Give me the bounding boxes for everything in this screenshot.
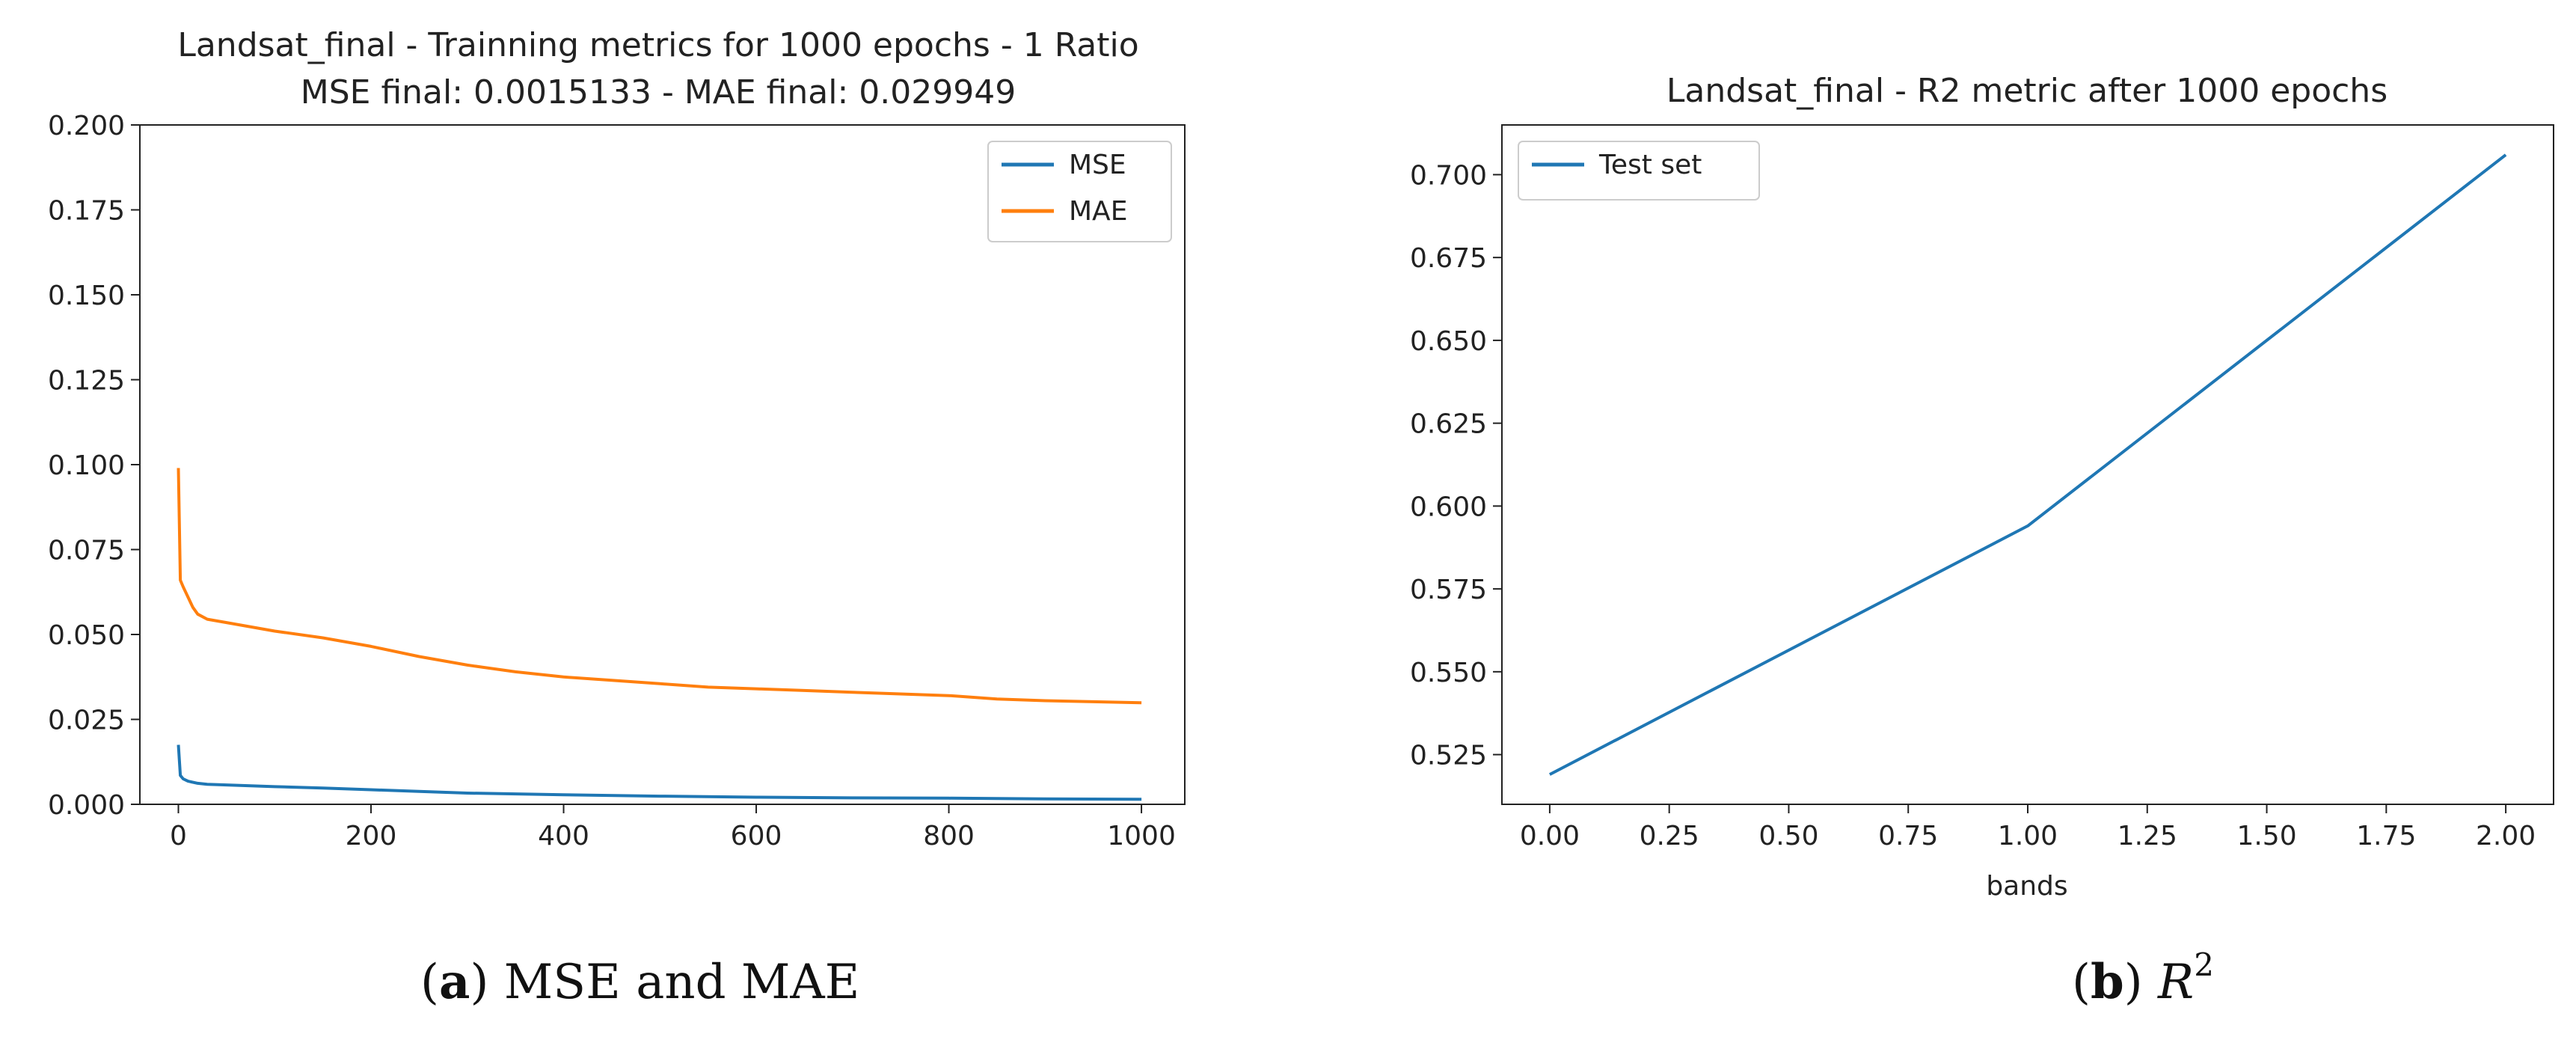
chart-b-frame xyxy=(1501,124,2554,805)
x-tick-label: 2.00 xyxy=(2476,821,2536,851)
y-tick-label: 0.625 xyxy=(1410,409,1487,440)
x-tick-label: 0.25 xyxy=(1640,821,1699,851)
caption-b-superscript: 2 xyxy=(2194,946,2214,983)
x-tick-label: 1.25 xyxy=(2117,821,2177,851)
y-tick-label: 0.525 xyxy=(1410,741,1487,771)
y-tick-label: 0.175 xyxy=(48,196,125,227)
chart-a-title: Landsat_final - Trainning metrics for 10… xyxy=(177,26,1138,64)
chart-a-training-metrics: Landsat_final - Trainning metrics for 10… xyxy=(48,26,1186,851)
legend-box xyxy=(1518,141,1760,201)
chart-a-legend: MSE MAE xyxy=(987,141,1172,242)
caption-a: (a) MSE and MAE xyxy=(420,954,860,1010)
y-tick-label: 0.550 xyxy=(1410,658,1487,688)
y-tick-label: 0.675 xyxy=(1410,243,1487,274)
legend-label-mae: MAE xyxy=(1069,196,1127,227)
chart-b-series-test-set xyxy=(1548,153,2507,776)
x-tick-label: 600 xyxy=(731,821,782,851)
chart-a-series-mse xyxy=(177,744,1142,801)
caption-a-text: MSE and MAE xyxy=(488,955,860,1010)
chart-b-plot-area: 0.00 0.25 0.50 0.75 1.00 1.25 1.50 1.75 2.00 0.52… xyxy=(1410,124,2554,851)
y-tick-label: 0.000 xyxy=(48,790,125,821)
y-tick-label: 0.050 xyxy=(48,620,125,651)
chart-a-subtitle: MSE final: 0.0015133 - MAE final: 0.0299… xyxy=(301,73,1016,111)
y-tick-label: 0.075 xyxy=(48,536,125,566)
y-tick-label: 0.025 xyxy=(48,706,125,736)
chart-b-r2-metric: Landsat_final - R2 metric after 1000 epo… xyxy=(1410,72,2554,902)
chart-a-series-mae xyxy=(177,468,1142,705)
y-tick-label: 0.575 xyxy=(1410,575,1487,605)
chart-a-plot-area: 0 200 400 600 800 1000 0.000 0.025 0.050 0.075 0.1… xyxy=(48,111,1186,851)
caption-b-label: b xyxy=(2090,954,2124,1010)
x-tick-label: 200 xyxy=(346,821,397,851)
y-tick-label: 0.650 xyxy=(1410,326,1487,357)
chart-b-title: Landsat_final - R2 metric after 1000 epo… xyxy=(1666,72,2388,110)
caption-a-label: a xyxy=(438,954,470,1010)
y-tick-label: 0.125 xyxy=(48,366,125,397)
y-tick-label: 0.600 xyxy=(1410,492,1487,522)
x-tick-label: 800 xyxy=(923,821,975,851)
x-tick-label: 0.50 xyxy=(1758,821,1818,851)
x-tick-label: 0.00 xyxy=(1520,821,1580,851)
caption-b-variable: R xyxy=(2158,955,2195,1010)
y-tick-label: 0.700 xyxy=(1410,160,1487,191)
y-tick-label: 0.200 xyxy=(48,111,125,141)
y-tick-label: 0.100 xyxy=(48,450,125,481)
x-tick-label: 400 xyxy=(538,821,589,851)
x-tick-label: 0 xyxy=(170,821,187,851)
y-tick-label: 0.150 xyxy=(48,281,125,311)
x-tick-label: 1000 xyxy=(1107,821,1176,851)
chart-b-legend: Test set xyxy=(1518,141,1760,201)
x-tick-label: 1.50 xyxy=(2236,821,2296,851)
x-tick-label: 1.75 xyxy=(2356,821,2416,851)
caption-b: (b) R2 xyxy=(2072,946,2214,1011)
legend-label-mse: MSE xyxy=(1069,150,1126,180)
legend-label-test-set: Test set xyxy=(1598,150,1702,180)
x-tick-label: 1.00 xyxy=(1998,821,2058,851)
chart-b-x-axis-label: bands xyxy=(1986,871,2067,902)
x-tick-label: 0.75 xyxy=(1878,821,1938,851)
